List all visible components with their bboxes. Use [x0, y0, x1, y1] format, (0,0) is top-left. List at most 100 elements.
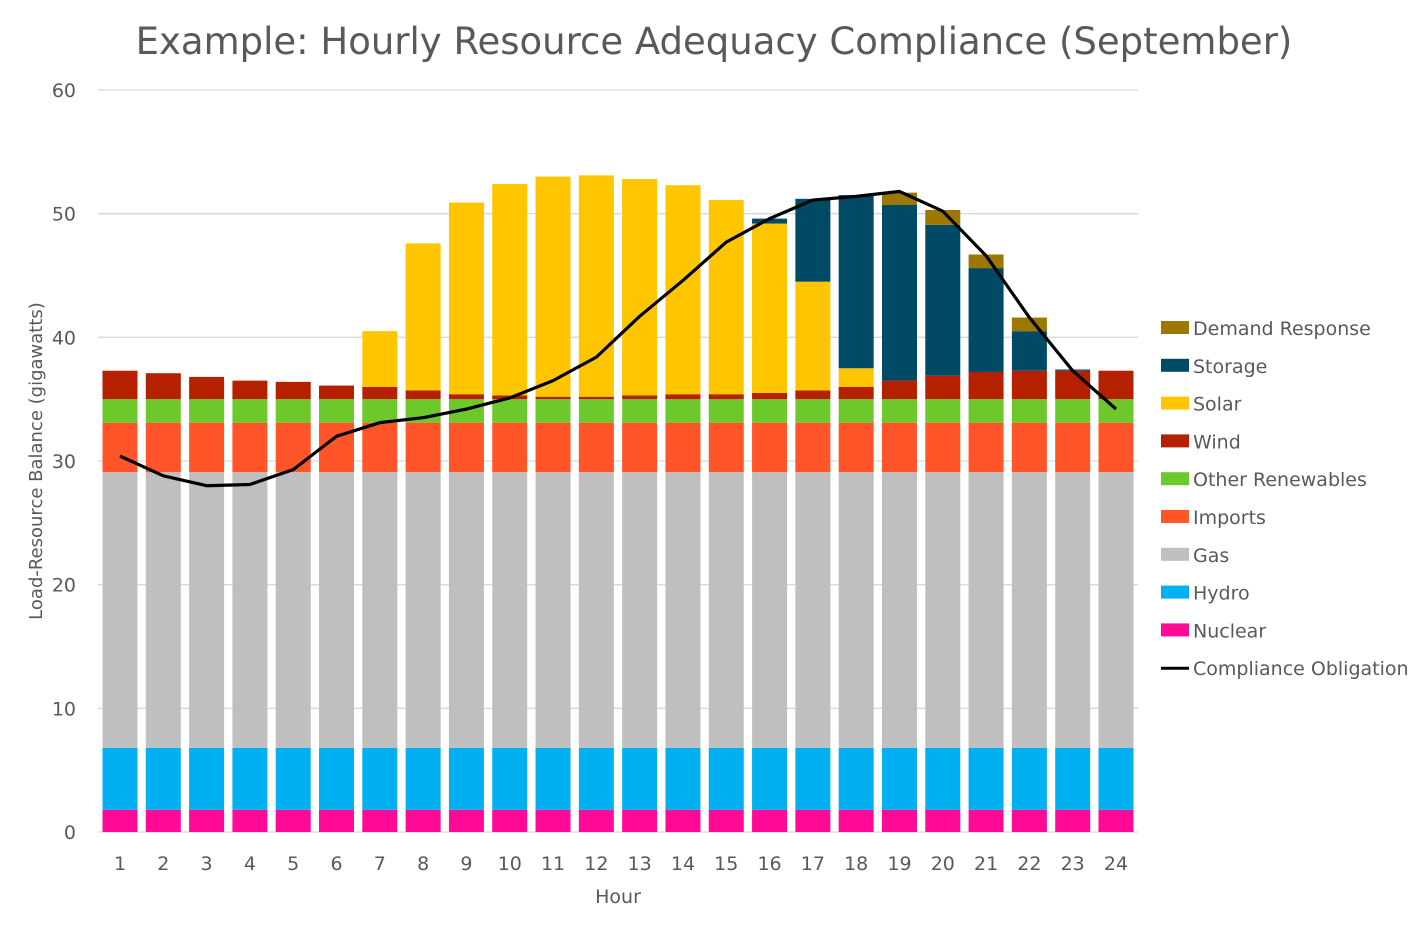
bar-gas — [275, 472, 311, 748]
bar-solar — [838, 368, 874, 387]
bar-imports — [232, 422, 268, 473]
bar-hydro — [838, 747, 874, 810]
y-tick-label: 10 — [52, 698, 76, 720]
bar-wind — [232, 380, 268, 400]
bar-solar — [362, 331, 398, 387]
legend-label: Wind — [1193, 431, 1241, 453]
x-tick-label: 17 — [801, 853, 825, 875]
bar-nuclear — [232, 809, 268, 832]
bars — [102, 175, 1134, 832]
chart-title: Example: Hourly Resource Adequacy Compli… — [136, 20, 1293, 63]
bar-hydro — [362, 747, 398, 810]
bar-imports — [881, 422, 917, 473]
bar-wind — [925, 375, 961, 400]
bar-imports — [708, 422, 744, 473]
bar-nuclear — [795, 809, 831, 832]
x-tick-label: 16 — [757, 853, 781, 875]
bar-other-renewables — [275, 399, 311, 423]
bar-nuclear — [838, 809, 874, 832]
bar-nuclear — [925, 809, 961, 832]
bar-nuclear — [362, 809, 398, 832]
bar-other-renewables — [752, 399, 788, 423]
bar-nuclear — [275, 809, 311, 832]
bar-gas — [1098, 472, 1134, 748]
bar-hydro — [1055, 747, 1091, 810]
bar-imports — [838, 422, 874, 473]
bar-imports — [492, 422, 528, 473]
bar-other-renewables — [881, 399, 917, 423]
bar-nuclear — [708, 809, 744, 832]
bar-gas — [145, 472, 181, 748]
x-tick-label: 3 — [201, 853, 213, 875]
bar-nuclear — [448, 809, 484, 832]
bar-storage — [881, 205, 917, 381]
x-tick-label: 5 — [287, 853, 299, 875]
bar-wind — [795, 390, 831, 400]
legend-label: Hydro — [1193, 583, 1250, 605]
bar-solar — [405, 243, 441, 391]
bar-storage — [968, 268, 1004, 372]
bar-nuclear — [492, 809, 528, 832]
bar-hydro — [189, 747, 225, 810]
bar-gas — [492, 472, 528, 748]
legend-label: Imports — [1193, 507, 1266, 529]
bar-hydro — [1011, 747, 1047, 810]
bar-imports — [968, 422, 1004, 473]
bar-other-renewables — [535, 399, 571, 423]
bar-hydro — [708, 747, 744, 810]
bar-gas — [881, 472, 917, 748]
x-tick-label: 21 — [974, 853, 998, 875]
bar-nuclear — [1011, 809, 1047, 832]
bar-gas — [795, 472, 831, 748]
bar-gas — [968, 472, 1004, 748]
bar-imports — [1011, 422, 1047, 473]
bar-wind — [1098, 370, 1134, 400]
legend-swatch — [1161, 472, 1189, 486]
bar-wind — [838, 386, 874, 400]
bar-imports — [535, 422, 571, 473]
x-tick-label: 1 — [114, 853, 126, 875]
bar-imports — [1055, 422, 1091, 473]
bar-hydro — [535, 747, 571, 810]
bar-wind — [405, 390, 441, 400]
bar-imports — [145, 422, 181, 473]
x-tick-label: 8 — [417, 853, 429, 875]
bar-imports — [189, 422, 225, 473]
bar-wind — [622, 395, 658, 400]
x-tick-label: 11 — [541, 853, 565, 875]
bar-nuclear — [1055, 809, 1091, 832]
legend-label: Storage — [1193, 356, 1267, 378]
bar-other-renewables — [708, 399, 744, 423]
bar-hydro — [665, 747, 701, 810]
bar-gas — [578, 472, 614, 748]
legend-swatch — [1161, 623, 1189, 637]
bar-wind — [362, 386, 398, 400]
bar-imports — [102, 422, 138, 473]
bar-other-renewables — [1011, 399, 1047, 423]
bar-other-renewables — [1055, 399, 1091, 423]
x-tick-label: 6 — [330, 853, 342, 875]
bar-hydro — [275, 747, 311, 810]
legend-swatch — [1161, 396, 1189, 410]
bar-imports — [1098, 422, 1134, 473]
bar-other-renewables — [968, 399, 1004, 423]
bar-nuclear — [535, 809, 571, 832]
bar-nuclear — [752, 809, 788, 832]
x-tick-label: 10 — [498, 853, 522, 875]
bar-nuclear — [102, 809, 138, 832]
bar-nuclear — [968, 809, 1004, 832]
legend-label: Gas — [1193, 545, 1229, 567]
bar-other-renewables — [102, 399, 138, 423]
y-tick-label: 60 — [52, 80, 76, 102]
bar-storage — [838, 195, 874, 369]
bar-gas — [405, 472, 441, 748]
bar-wind — [881, 380, 917, 400]
bar-hydro — [925, 747, 961, 810]
bar-nuclear — [1098, 809, 1134, 832]
x-tick-label: 20 — [931, 853, 955, 875]
bar-hydro — [1098, 747, 1134, 810]
bar-nuclear — [319, 809, 355, 832]
y-tick-label: 0 — [64, 822, 76, 844]
bar-hydro — [881, 747, 917, 810]
bar-hydro — [578, 747, 614, 810]
